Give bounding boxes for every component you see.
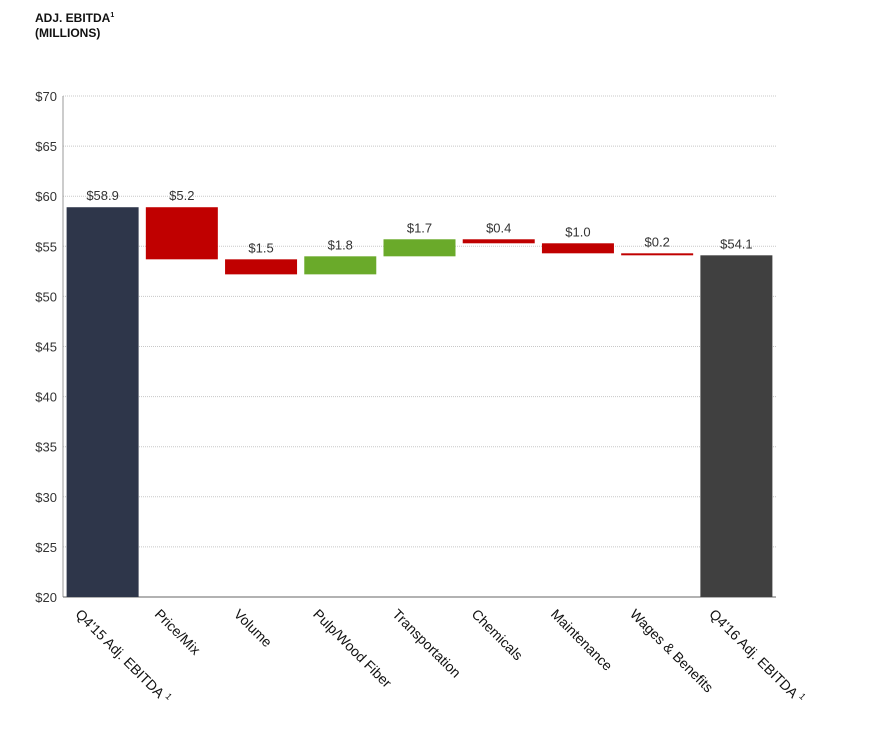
bar-decrease bbox=[145, 207, 218, 260]
bar-decrease bbox=[541, 243, 614, 254]
y-tick-label: $60 bbox=[35, 189, 57, 204]
y-tick-label: $35 bbox=[35, 440, 57, 455]
bar-decrease bbox=[462, 239, 535, 244]
bar-increase bbox=[383, 239, 456, 257]
bar-total bbox=[700, 255, 773, 597]
bar-increase bbox=[304, 256, 377, 275]
data-label: $0.4 bbox=[486, 220, 511, 235]
y-tick-label: $65 bbox=[35, 139, 57, 154]
x-tick-label: Price/Mix bbox=[152, 606, 204, 658]
x-tick-label: Q4'16 Adj. EBITDA1 bbox=[706, 605, 808, 707]
bar-total bbox=[66, 207, 139, 598]
data-label: $0.2 bbox=[645, 234, 670, 249]
data-label: $54.1 bbox=[720, 236, 753, 251]
bar-decrease bbox=[621, 253, 694, 256]
gridlines bbox=[63, 95, 776, 548]
x-tick-label: Maintenance bbox=[548, 606, 616, 674]
x-tick-label: Wages & Benefits bbox=[627, 606, 717, 696]
y-tick-label: $20 bbox=[35, 590, 57, 605]
data-label: $1.8 bbox=[328, 237, 353, 252]
y-tick-label: $45 bbox=[35, 340, 57, 355]
y-tick-label: $25 bbox=[35, 540, 57, 555]
y-axis: $20 $25 $30 $35 $40 $45 $50 $55 $60 $65 $70 bbox=[35, 89, 776, 605]
data-labels: $58.9 $5.2 $1.5 $1.8 $1.7 $0.4 $1.0 $0.2 $54.1 bbox=[86, 188, 752, 255]
chart-title-line1: ADJ. EBITDA1 bbox=[35, 11, 115, 25]
x-tick-label: Chemicals bbox=[469, 606, 527, 664]
bar-decrease bbox=[225, 259, 298, 275]
x-tick-label: Volume bbox=[231, 606, 275, 650]
data-label: $5.2 bbox=[169, 188, 194, 203]
y-tick-label: $30 bbox=[35, 490, 57, 505]
y-tick-label: $55 bbox=[35, 239, 57, 254]
y-tick-label: $70 bbox=[35, 89, 57, 104]
data-label: $1.5 bbox=[248, 240, 273, 255]
x-tick-label: Pulp/Wood Fiber bbox=[310, 606, 395, 691]
data-label: $58.9 bbox=[86, 188, 119, 203]
y-tick-label: $40 bbox=[35, 390, 57, 405]
x-tick-label: Transportation bbox=[389, 606, 464, 681]
data-label: $1.0 bbox=[565, 224, 590, 239]
chart-title: ADJ. EBITDA1 (MILLIONS) bbox=[35, 8, 114, 41]
data-label: $1.7 bbox=[407, 220, 432, 235]
chart-title-line2: (MILLIONS) bbox=[35, 26, 101, 40]
y-tick-label: $50 bbox=[35, 289, 57, 304]
bars bbox=[66, 207, 773, 598]
